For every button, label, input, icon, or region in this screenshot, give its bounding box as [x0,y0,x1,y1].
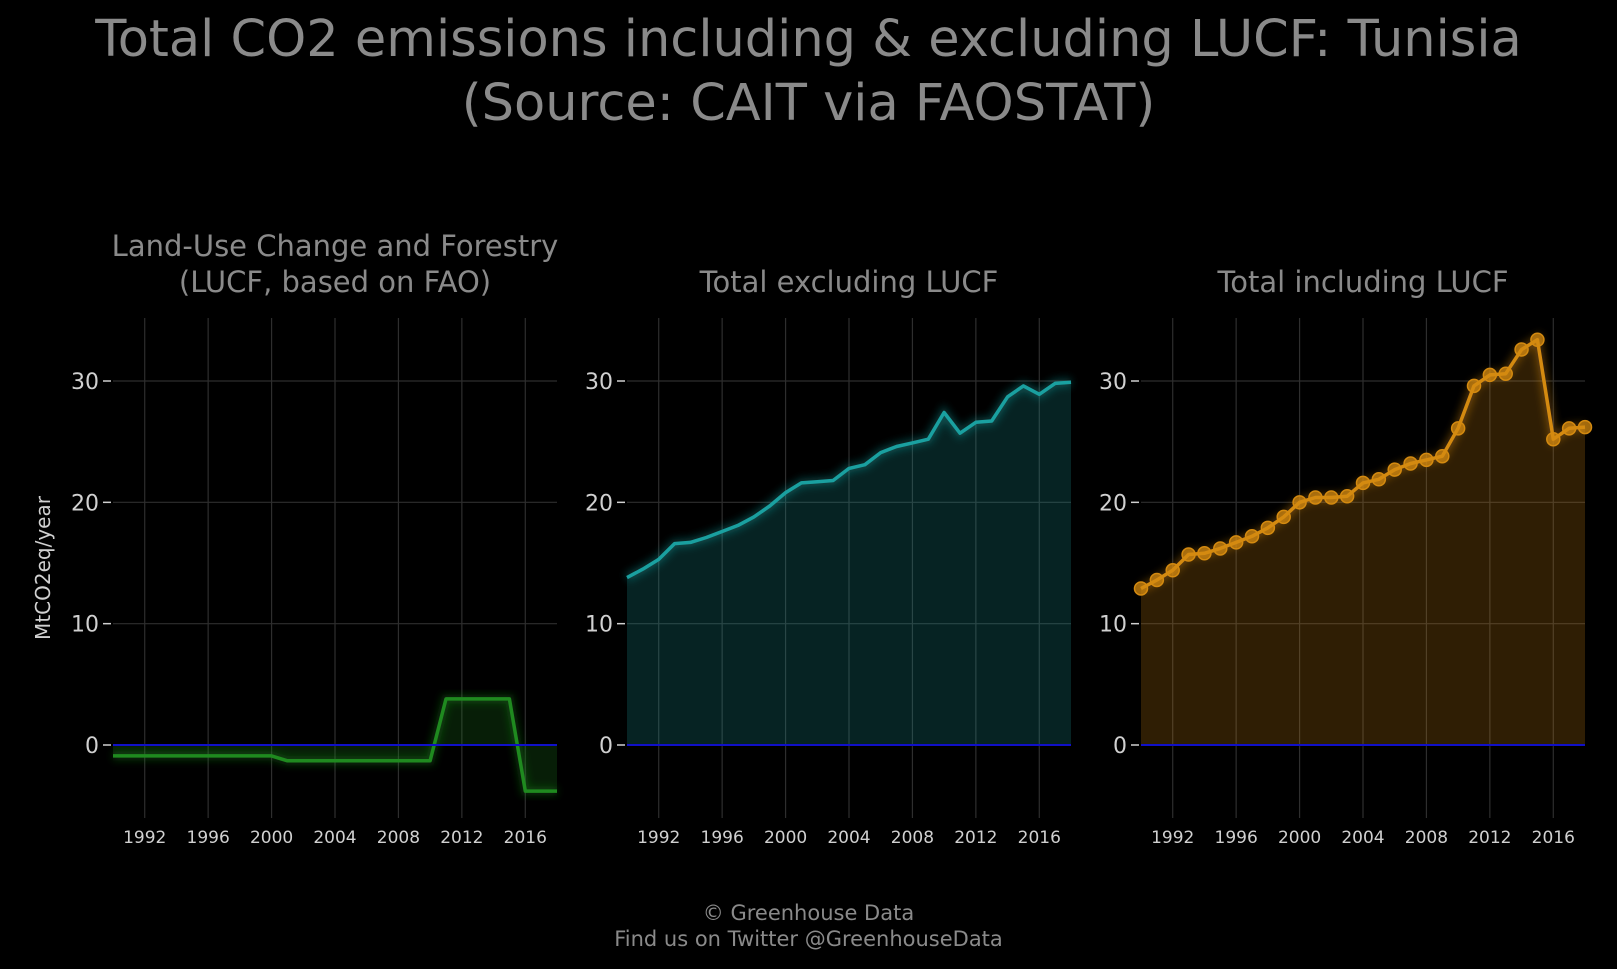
data-point [1308,490,1323,505]
data-point [1435,448,1450,464]
data-point [1403,456,1418,471]
x-tick-label: 2004 [827,828,870,848]
data-point [1213,541,1228,556]
data-point [1339,489,1355,504]
data-point [1324,490,1339,505]
y-tick-label: 0 [85,734,99,759]
series-line [626,380,1072,580]
x-tick-label: 2004 [1341,828,1384,848]
x-tick-label: 2004 [313,828,356,848]
data-point [1292,495,1307,510]
x-tick-label: 2008 [1405,828,1448,848]
x-tick-label: 2000 [250,828,293,848]
credit-line2: Find us on Twitter @GreenhouseData [614,927,1003,951]
panel-title: Total excluding LUCF [699,265,999,299]
main-title-line1: Total CO2 emissions including & excludin… [95,10,1522,69]
data-point [1197,546,1212,561]
x-tick-label: 2016 [1018,828,1061,848]
panel-3: 0 10 20 30 1992 1996 2000 2004 2008 2012 2016 Total… [1099,265,1593,848]
y-tick-label: 20 [1099,491,1127,516]
data-point [1181,547,1196,562]
credits: © Greenhouse Data Find us on Twitter @Gr… [0,900,1617,952]
data-point [1530,332,1545,347]
data-point [1133,581,1149,596]
data-point [1165,563,1180,578]
x-tick-label: 1992 [637,828,680,848]
data-point [1228,535,1244,550]
credit-line1: © Greenhouse Data [702,901,915,925]
data-point [1450,421,1466,436]
y-tick-label: 20 [585,491,613,516]
y-tick-label: 30 [71,370,99,395]
panel-2: 0 10 20 30 1992 1996 2000 2004 2008 2012 2016 Total… [585,265,1072,848]
x-tick-label: 1996 [187,828,230,848]
series-line [113,697,557,793]
data-point [1514,342,1529,357]
x-tick-label: 1992 [1151,828,1194,848]
x-tick-label: 1992 [123,828,166,848]
panel-1: 0 10 20 30 1992 1996 2000 2004 2008 2012 2016 Land-… [31,229,558,848]
data-point [1260,520,1276,536]
data-point [1577,419,1593,435]
main-title-line2: (Source: CAIT via FAOSTAT) [461,74,1156,133]
y-tick-label: 10 [585,613,613,638]
x-tick-label: 2008 [891,828,934,848]
panel-title: (LUCF, based on FAO) [179,265,491,299]
x-tick-label: 1996 [1215,828,1258,848]
data-point [1561,421,1577,436]
x-tick-label: 2000 [1278,828,1321,848]
main-title: Total CO2 emissions including & excludin… [0,8,1617,136]
data-point [1244,529,1260,544]
data-point [1419,452,1434,468]
y-tick-label: 10 [71,613,99,638]
data-point [1482,367,1498,383]
panel-title: Land-Use Change and Forestry [112,229,559,263]
x-tick-label: 2016 [1532,828,1575,848]
data-point [1546,431,1561,447]
data-point [1371,472,1387,487]
y-tick-label: 20 [71,491,99,516]
panel-title: Total including LUCF [1216,265,1508,299]
data-point [1498,366,1513,381]
y-tick-label: 0 [1113,734,1127,759]
y-axis-label: MtCO2eq/year [31,495,55,640]
y-tick-label: 30 [585,370,613,395]
x-tick-label: 2012 [954,828,997,848]
x-tick-label: 2000 [764,828,807,848]
data-point [1276,509,1291,525]
data-point [1355,475,1371,491]
data-point [1149,572,1165,588]
data-point [1387,462,1402,477]
x-tick-label: 2016 [504,828,547,848]
y-tick-label: 10 [1099,613,1127,638]
x-tick-label: 2008 [377,828,420,848]
series-area [1141,339,1585,745]
x-tick-label: 2012 [1468,828,1511,848]
data-point [1466,378,1482,394]
series-area [627,382,1071,745]
y-tick-label: 0 [599,734,613,759]
x-tick-label: 2012 [440,828,483,848]
x-tick-label: 1996 [701,828,744,848]
y-tick-label: 30 [1099,370,1127,395]
